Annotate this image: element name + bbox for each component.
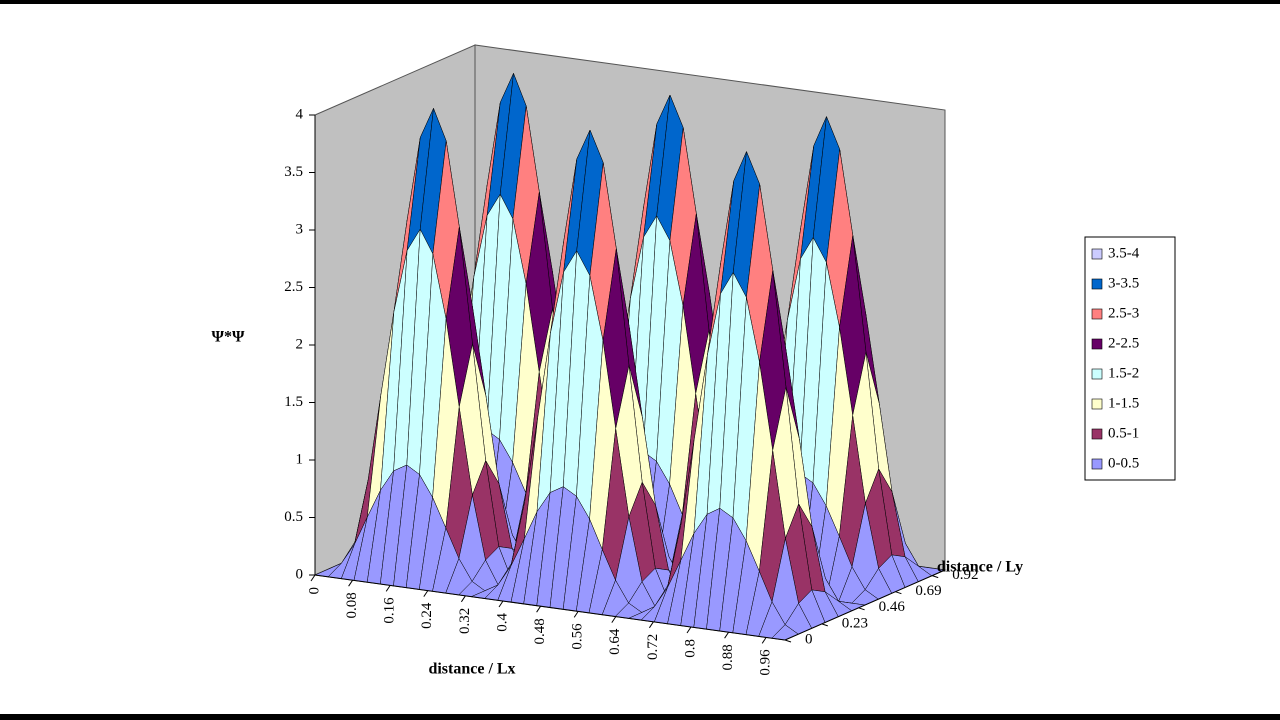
- legend-swatch: [1091, 278, 1103, 290]
- z-tick-label: 2: [296, 336, 304, 352]
- legend-box: [1084, 236, 1176, 481]
- legend-label: 0.5-1: [1108, 425, 1139, 441]
- legend-label: 0-0.5: [1108, 455, 1139, 471]
- x-tick-label: 0.32: [457, 608, 473, 634]
- y-axis-label: distance / Ly: [937, 559, 1023, 576]
- z-axis-label: Ψ*Ψ: [212, 329, 245, 346]
- surface: [314, 72, 946, 641]
- legend-swatch: [1091, 398, 1103, 410]
- z-tick-label: 1.5: [284, 394, 303, 410]
- x-tick-label: 0.72: [645, 634, 661, 660]
- y-tick: [858, 607, 865, 611]
- x-tick-label: 0.4: [494, 613, 510, 632]
- legend-label: 1.5-2: [1108, 365, 1139, 381]
- legend-label: 1-1.5: [1108, 395, 1139, 411]
- x-tick: [573, 611, 579, 618]
- legend-label: 3-3.5: [1108, 275, 1139, 291]
- x-tick: [423, 590, 429, 597]
- y-tick-label: 0.69: [915, 583, 941, 599]
- x-tick: [498, 600, 504, 608]
- x-tick: [761, 637, 767, 644]
- legend-swatch: [1091, 428, 1103, 440]
- x-tick: [686, 626, 692, 634]
- legend-swatch: [1091, 308, 1103, 320]
- x-tick: [348, 579, 354, 587]
- x-tick: [310, 574, 316, 582]
- x-tick-label: 0.88: [720, 644, 736, 670]
- z-tick-label: 3: [296, 221, 304, 237]
- y-tick: [932, 575, 939, 579]
- y-tick-label: 0.46: [879, 599, 906, 615]
- legend-swatch: [1091, 248, 1103, 260]
- z-tick-label: 0: [296, 566, 304, 582]
- y-tick-label: 0: [805, 631, 813, 647]
- legend-label: 2-2.5: [1108, 335, 1139, 351]
- x-tick-label: 0.56: [570, 623, 586, 650]
- x-tick: [536, 605, 542, 613]
- x-tick-label: 0.24: [419, 602, 435, 629]
- y-tick-label: 0.92: [952, 567, 978, 583]
- z-tick-label: 2.5: [284, 279, 303, 295]
- z-tick-label: 0.5: [284, 509, 303, 525]
- z-tick-label: 4: [296, 106, 304, 122]
- y-tick-label: 0.23: [842, 615, 868, 631]
- legend-swatch: [1091, 338, 1103, 350]
- x-tick-label: 0.16: [382, 597, 398, 624]
- y-tick: [895, 591, 902, 595]
- y-tick: [821, 623, 828, 627]
- x-tick: [648, 621, 654, 629]
- x-tick-label: 0.96: [758, 649, 774, 676]
- z-tick-label: 1: [296, 451, 304, 467]
- x-tick: [385, 585, 391, 592]
- legend-swatch: [1091, 368, 1103, 380]
- legend-label: 2.5-3: [1108, 305, 1139, 321]
- y-axis: [784, 569, 946, 641]
- x-tick: [611, 616, 617, 623]
- x-tick-label: 0.64: [607, 628, 623, 655]
- y-tick: [784, 639, 792, 643]
- x-tick: [460, 595, 466, 603]
- x-tick: [724, 631, 730, 639]
- legend: 3.5-4 3-3.5 2.5-3 2-2.5 1.5-2 1-1.5 0.5-1 0-0.5: [1091, 245, 1140, 471]
- axes: 0 0.5 1 1.5 2 2.5 3 3.5 4 0 0.08 0.16 0.24 0.32 0.4 0.4…: [284, 106, 978, 675]
- x-tick-label: 0.8: [682, 639, 698, 658]
- x-tick-label: 0.48: [532, 618, 548, 644]
- legend-label: 3.5-4: [1108, 245, 1140, 261]
- legend-swatch: [1091, 458, 1103, 470]
- x-axis: [314, 574, 786, 641]
- z-tick-label: 3.5: [284, 164, 303, 180]
- x-tick-label: 0.08: [344, 592, 360, 618]
- x-tick-label: 0: [306, 587, 322, 595]
- x-axis-label: distance / Lx: [428, 661, 515, 678]
